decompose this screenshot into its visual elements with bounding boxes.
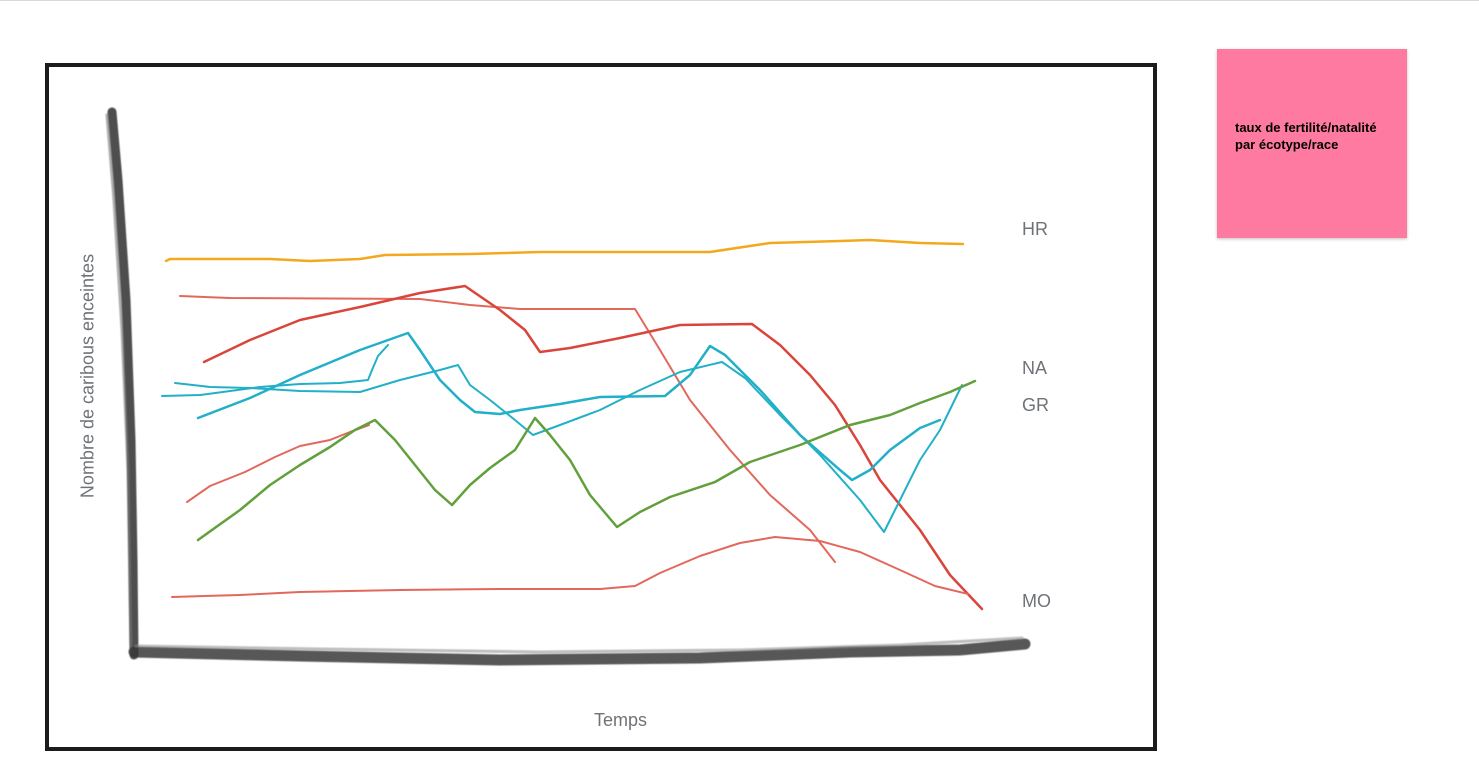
series-label-na: NA <box>1022 358 1048 378</box>
diagram-frame[interactable] <box>45 63 1157 751</box>
gr-line <box>196 379 977 542</box>
red-line-flat <box>179 295 836 563</box>
x-axis-label: Temps <box>594 710 648 730</box>
x-axis-line <box>128 638 1031 666</box>
red-line-peak <box>202 284 984 611</box>
sticky-note[interactable]: taux de fertilité/natalité par écotype/r… <box>1217 49 1407 238</box>
top-divider <box>0 0 1479 1</box>
y-axis-line <box>107 107 139 660</box>
series-label-gr: GR <box>1022 395 1049 415</box>
red-line-short <box>186 424 370 503</box>
teal-line-2 <box>161 344 389 397</box>
series-label-hr: HR <box>1022 219 1048 239</box>
series-label-mo: MO <box>1022 591 1051 611</box>
mo-line <box>171 536 969 598</box>
teal-line-3 <box>174 361 963 533</box>
axes <box>105 107 1031 666</box>
teal-line-1 <box>196 331 942 482</box>
y-axis-label: Nombre de caribous enceintes <box>77 253 98 499</box>
hr-line <box>164 238 965 263</box>
sticky-note-text: taux de fertilité/natalité par écotype/r… <box>1235 120 1377 152</box>
